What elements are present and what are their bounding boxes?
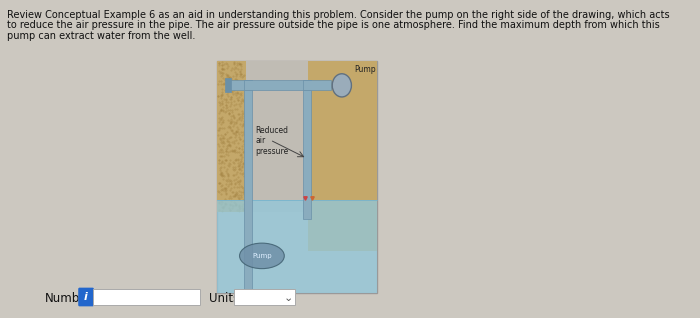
FancyBboxPatch shape: [78, 288, 93, 306]
Bar: [244, 80, 312, 90]
Bar: [217, 61, 246, 212]
Ellipse shape: [332, 74, 351, 97]
Bar: [225, 78, 231, 92]
Bar: [228, 80, 252, 90]
Bar: [217, 200, 377, 293]
Text: Units: Units: [209, 292, 239, 305]
Text: ⌄: ⌄: [284, 293, 293, 303]
Bar: [302, 80, 330, 90]
Bar: [234, 289, 295, 305]
Text: i: i: [84, 292, 88, 302]
Bar: [308, 61, 377, 251]
Text: Number: Number: [45, 292, 92, 305]
Text: Pump: Pump: [252, 253, 272, 259]
Bar: [93, 289, 200, 305]
Bar: [246, 61, 308, 212]
Text: to reduce the air pressure in the pipe. The air pressure outside the pipe is one: to reduce the air pressure in the pipe. …: [6, 20, 659, 31]
Bar: [217, 61, 377, 293]
Text: Pump: Pump: [355, 65, 376, 74]
Ellipse shape: [239, 243, 284, 269]
Text: Reduced
air
pressure: Reduced air pressure: [256, 126, 289, 156]
Text: pump can extract water from the well.: pump can extract water from the well.: [6, 31, 195, 41]
Text: Review Conceptual Example 6 as an aid in understanding this problem. Consider th: Review Conceptual Example 6 as an aid in…: [6, 10, 669, 20]
Bar: [244, 80, 252, 291]
Bar: [302, 80, 312, 219]
